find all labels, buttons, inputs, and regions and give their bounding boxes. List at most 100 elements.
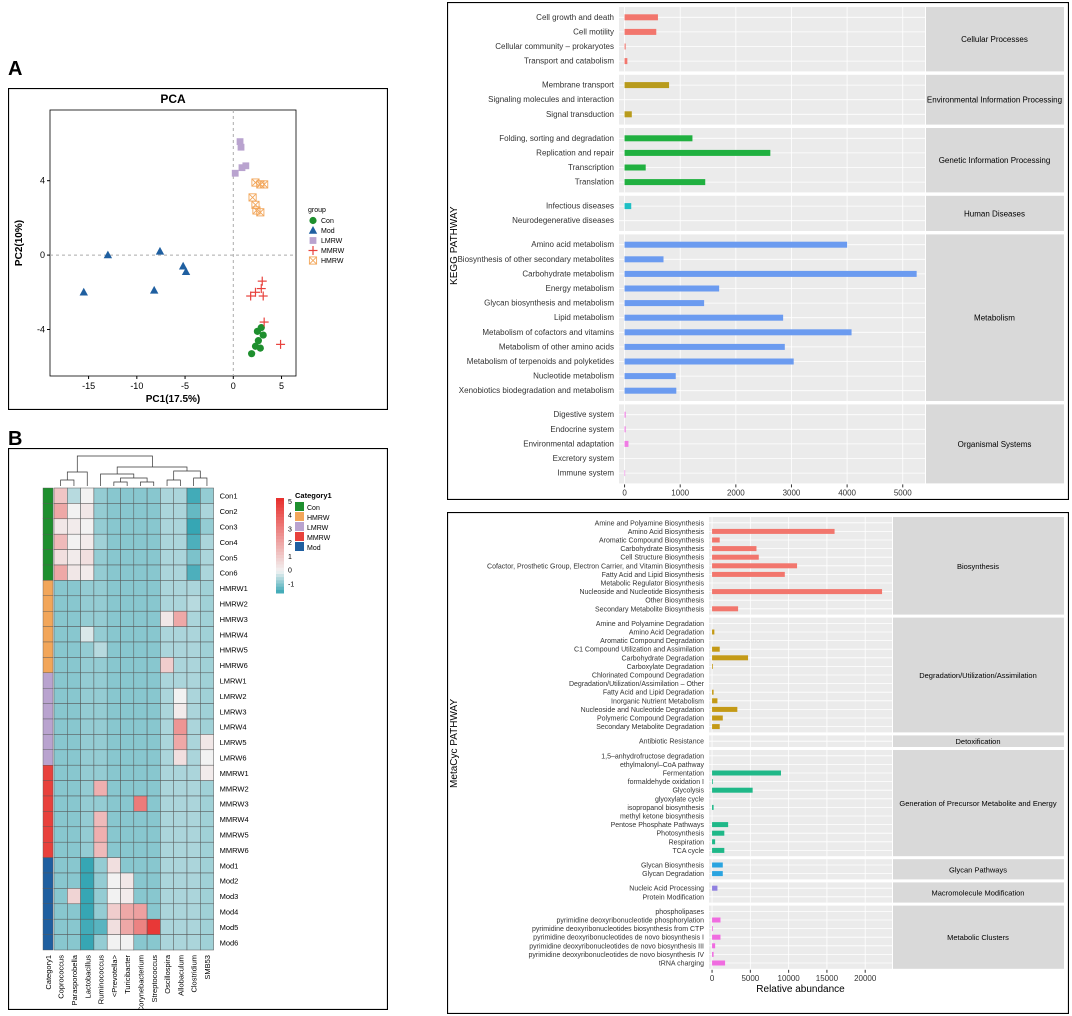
heatmap-scale-step: [276, 517, 284, 521]
panel-label-a: A: [8, 58, 23, 80]
heatmap-cell: [80, 626, 95, 643]
heatmap-row-label: Mod4: [220, 908, 239, 917]
metacyc-chart-strip-label: Macromolecule Modification: [932, 889, 1025, 898]
heatmap-scale-step: [276, 507, 284, 512]
heatmap-cell: [160, 703, 174, 720]
metacyc-chart-xtick-label: 0: [710, 974, 715, 983]
metacyc-chart-bar: [712, 554, 759, 560]
heatmap-scale-step: [276, 545, 284, 550]
heatmap-category-cell: [42, 872, 54, 889]
heatmap-cell: [67, 533, 81, 550]
heatmap-scale-step: [276, 551, 284, 556]
heatmap-cell: [200, 888, 214, 905]
kegg-chart-bar: [624, 241, 848, 248]
heatmap-category-cell: [42, 919, 54, 935]
heatmap-cell: [80, 841, 95, 858]
heatmap-cell: [160, 503, 174, 520]
pca-legend-key-lmrw: [309, 237, 317, 244]
heatmap-cell: [173, 780, 188, 797]
heatmap-cell: [120, 857, 135, 874]
heatmap-row-label: HMRW1: [220, 584, 248, 593]
kegg-chart-strip: [926, 128, 1064, 193]
heatmap-cell: [173, 487, 188, 504]
heatmap-cell: [186, 533, 201, 550]
heatmap-category-cell: [42, 703, 54, 720]
heatmap-column-label: Turicibacter: [123, 955, 132, 994]
metacyc-chart-category-label: Fatty Acid and Lipid Degradation: [603, 690, 704, 697]
heatmap-cell: [146, 610, 161, 627]
heatmap-cell: [160, 734, 174, 751]
metacyc-chart-category-label: Glycan Degradation: [642, 871, 704, 878]
heatmap-cell: [106, 657, 121, 674]
metacyc-chart-category-label: Nucleic Acid Processing: [629, 886, 704, 893]
heatmap-cell: [186, 841, 201, 858]
metacyc-chart-category-label: Other Biosynthesis: [645, 598, 704, 605]
heatmap-row-label: Mod1: [220, 861, 239, 870]
heatmap-cell: [53, 549, 68, 566]
heatmap-cell: [106, 595, 121, 612]
heatmap-scale-step: [276, 504, 284, 508]
metacyc-chart-category-label: Metabolic Regulator Biosynthesis: [601, 581, 705, 588]
heatmap-cell: [106, 780, 121, 797]
metacyc-chart-bar: [712, 663, 713, 669]
kegg-chart-strip: [926, 404, 1064, 484]
heatmap-scale-step: [276, 580, 284, 584]
kegg-chart-category-label: Metabolism of terpenoids and polyketides: [467, 357, 614, 366]
kegg-chart: Cellular Processes Cell growth and death C…: [447, 2, 1069, 500]
heatmap-cell: [67, 672, 81, 689]
heatmap-row-label: Con4: [220, 538, 238, 547]
metacyc-chart-category-label: Polymeric Compound Degradation: [597, 716, 704, 723]
pca-point-con: [256, 344, 264, 352]
heatmap-cell: [93, 687, 108, 704]
kegg-chart-bar: [624, 329, 852, 336]
heatmap-cell: [133, 626, 148, 643]
heatmap-category-label: Category1: [44, 955, 53, 990]
heatmap-cell: [67, 918, 81, 935]
pca-point-mmrw: [258, 291, 268, 301]
heatmap-category-cell: [42, 595, 54, 612]
heatmap-cell: [186, 626, 201, 643]
metacyc-chart-bar: [712, 885, 718, 891]
metacyc-chart-xtick-label: 10000: [778, 974, 801, 983]
heatmap-cell: [160, 934, 174, 951]
heatmap-cell: [186, 903, 201, 920]
heatmap-cell: [67, 934, 81, 951]
heatmap-cell: [53, 487, 68, 504]
heatmap-cell: [146, 487, 161, 504]
kegg-chart-category-label: Nucleotide metabolism: [533, 372, 614, 381]
kegg-chart-xtick-label: 3000: [783, 488, 801, 497]
pca-legend-label: HMRW: [321, 258, 344, 265]
heatmap-category-cell: [42, 934, 54, 951]
heatmap-category-cell: [42, 518, 54, 535]
heatmap-cell: [53, 872, 68, 889]
heatmap-cell: [146, 918, 161, 935]
heatmap-cell: [80, 749, 95, 766]
heatmap-cell: [93, 703, 108, 720]
heatmap-category-cell: [42, 610, 54, 627]
heatmap-cell: [160, 564, 174, 581]
heatmap-cell: [106, 687, 121, 704]
metacyc-chart-strip: [893, 859, 1064, 880]
heatmap-cell: [106, 903, 121, 920]
heatmap-cell: [80, 580, 95, 597]
kegg-chart-bar: [624, 285, 720, 292]
heatmap-cell: [67, 626, 81, 643]
heatmap-cell: [120, 811, 135, 828]
heatmap-cell: [186, 549, 201, 566]
heatmap-cell: [106, 718, 121, 735]
kegg-chart-bar: [624, 164, 646, 171]
pca-point-hmrw-box: [260, 180, 269, 189]
heatmap-cell: [200, 549, 214, 566]
heatmap-cell: [67, 795, 81, 812]
heatmap-cell: [106, 610, 121, 627]
heatmap-cell: [200, 749, 214, 766]
metacyc-chart-strip: [893, 735, 1064, 747]
heatmap-cell: [67, 749, 81, 766]
heatmap-cell: [80, 826, 95, 843]
heatmap-cell: [186, 734, 201, 751]
pca-xtick-label: -15: [82, 381, 95, 391]
heatmap-cell: [173, 626, 188, 643]
heatmap-cell: [186, 718, 201, 735]
kegg-chart-bar: [624, 179, 706, 186]
heatmap-cell: [53, 533, 68, 550]
